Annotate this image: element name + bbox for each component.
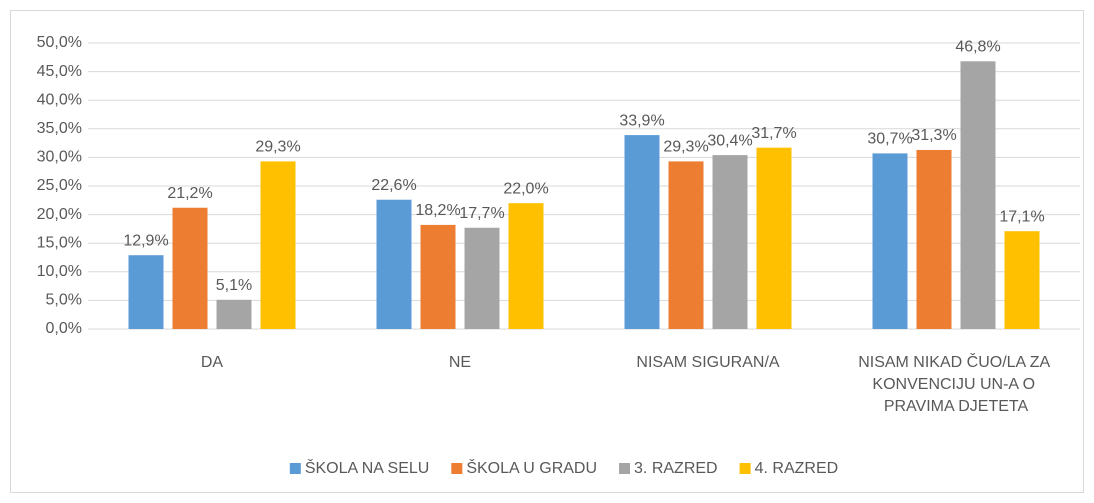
y-tick-label: 45,0%	[37, 63, 82, 80]
legend-swatch	[289, 463, 301, 474]
y-tick-label: 20,0%	[37, 206, 82, 223]
data-label: 22,6%	[371, 177, 416, 194]
data-label: 21,2%	[167, 185, 212, 202]
y-tick-label: 0,0%	[46, 320, 82, 337]
bar	[420, 224, 456, 329]
legend-label: 3. RAZRED	[634, 460, 718, 477]
bar	[756, 147, 792, 329]
bar	[128, 255, 164, 329]
data-label: 31,7%	[751, 125, 796, 142]
y-tick-label: 40,0%	[37, 91, 82, 108]
bar	[668, 161, 704, 329]
legend-swatch	[451, 463, 463, 474]
bar	[916, 149, 952, 329]
data-label: 5,1%	[216, 277, 252, 294]
data-label: 30,7%	[867, 131, 912, 148]
y-tick-label: 50,0%	[37, 34, 82, 51]
bar	[960, 61, 996, 329]
bar	[712, 155, 748, 329]
data-label: 29,3%	[663, 139, 708, 156]
x-tick-label: NISAM SIGURAN/A	[636, 354, 779, 371]
data-label: 12,9%	[123, 232, 168, 249]
bar	[260, 161, 296, 329]
data-label: 30,4%	[707, 132, 752, 149]
bar	[1004, 231, 1040, 329]
data-label: 18,2%	[415, 202, 460, 219]
y-tick-label: 5,0%	[46, 292, 82, 309]
legend-label: ŠKOLA NA SELU	[305, 458, 430, 477]
data-label: 31,3%	[911, 127, 956, 144]
bar	[216, 299, 252, 329]
y-tick-label: 10,0%	[37, 263, 82, 280]
y-tick-label: 30,0%	[37, 149, 82, 166]
data-label: 17,7%	[459, 205, 504, 222]
legend-swatch	[739, 463, 751, 474]
x-tick-label: NE	[449, 354, 471, 371]
bar	[464, 227, 500, 329]
data-label: 46,8%	[955, 39, 1000, 56]
bar	[172, 207, 208, 329]
y-tick-label: 15,0%	[37, 234, 82, 251]
legend-label: ŠKOLA U GRADU	[466, 458, 597, 477]
bar	[872, 153, 908, 329]
x-tick-label: DA	[201, 354, 224, 371]
bar	[508, 203, 544, 329]
bar	[624, 135, 660, 329]
bar	[376, 199, 412, 329]
data-label: 17,1%	[999, 208, 1044, 225]
y-tick-label: 25,0%	[37, 177, 82, 194]
legend: ŠKOLA NA SELU ŠKOLA U GRADU 3. RAZRED 4. RA…	[289, 458, 839, 477]
data-label: 29,3%	[255, 139, 300, 156]
data-label: 33,9%	[619, 112, 664, 129]
x-tick-label: NISAM NIKAD ČUO/LA ZA KONVENCIJU UN-A O …	[858, 352, 1054, 415]
y-tick-label: 35,0%	[37, 120, 82, 137]
legend-swatch	[619, 463, 631, 474]
legend-label: 4. RAZRED	[755, 460, 839, 477]
data-label: 22,0%	[503, 180, 548, 197]
